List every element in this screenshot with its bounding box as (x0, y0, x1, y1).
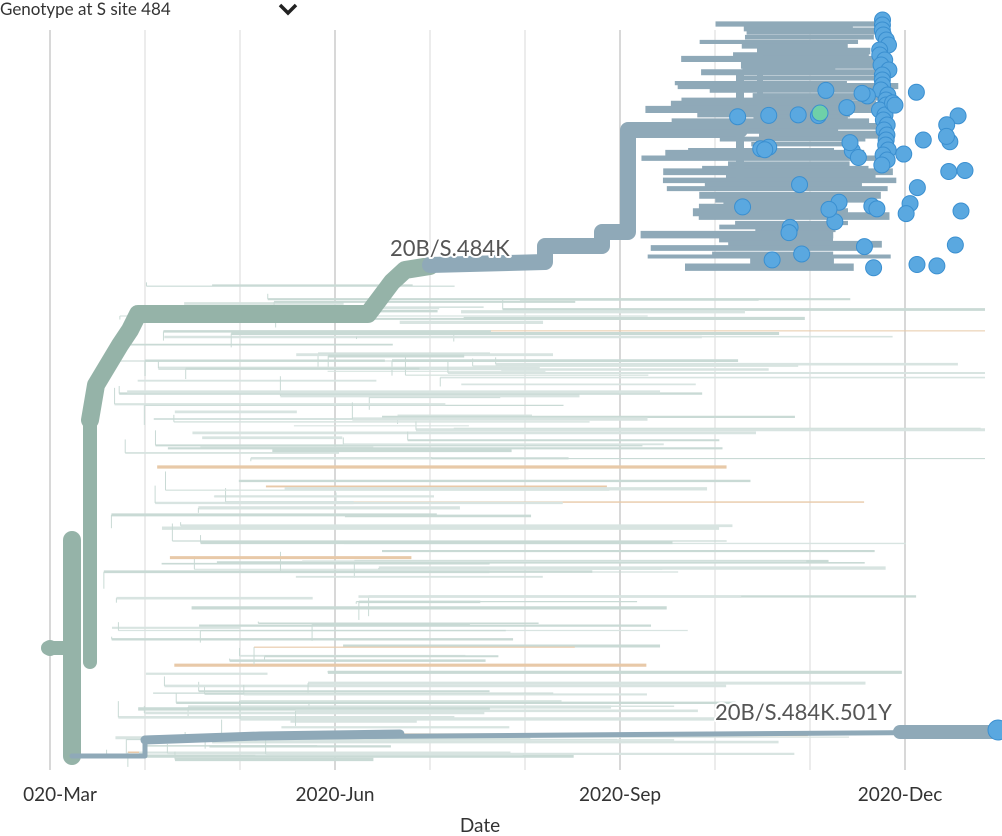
clade-label: 20B/S.484K.501Y (715, 698, 892, 725)
tips (729, 11, 974, 277)
tip (849, 149, 867, 167)
main-lineage (41, 122, 1002, 765)
tip (937, 127, 955, 145)
x-tick-label: 020-Mar (23, 783, 97, 806)
tip (907, 83, 925, 101)
x-axis: 020-Mar 2020-Jun 2020-Sep 2020-Dec (23, 783, 942, 806)
tip (908, 256, 926, 274)
branch (69, 729, 1002, 759)
tip (838, 99, 856, 117)
tip (873, 156, 891, 174)
branch (81, 257, 439, 429)
tip (817, 81, 835, 99)
x-tick-label: 2020-Jun (295, 783, 374, 806)
dropdown-chevron[interactable] (278, 3, 298, 16)
tip (841, 134, 859, 152)
tip (820, 200, 838, 218)
root-node (42, 640, 58, 656)
tip (952, 202, 970, 220)
tip (914, 131, 932, 149)
tip (853, 84, 871, 102)
tip (855, 238, 873, 256)
tip (791, 176, 809, 194)
branch (140, 729, 405, 745)
tip (811, 104, 829, 122)
tip (928, 257, 946, 275)
thin-branches (103, 282, 985, 767)
tip (956, 161, 974, 179)
tip (780, 224, 798, 242)
tip (940, 163, 958, 181)
axis-label: Date (460, 814, 500, 836)
tip (946, 236, 964, 254)
tip (886, 96, 904, 114)
x-tick-label: 2020-Sep (579, 783, 661, 806)
tip (895, 145, 913, 163)
color-by-dropdown[interactable]: Genotype at S site 484 (0, 0, 171, 19)
tip (760, 106, 778, 124)
x-tick-label: 2020-Dec (858, 783, 943, 806)
tip (763, 251, 781, 269)
tip (908, 179, 926, 197)
tip (897, 205, 915, 223)
clade-label: 20B/S.484K (390, 234, 510, 261)
tip (729, 108, 747, 126)
tip (756, 141, 774, 159)
tip (949, 107, 967, 125)
branch (422, 122, 748, 273)
tip (793, 245, 811, 263)
tip (868, 200, 886, 218)
tip (987, 719, 1002, 741)
tip (789, 106, 807, 124)
tip (865, 259, 883, 277)
tip (734, 198, 752, 216)
